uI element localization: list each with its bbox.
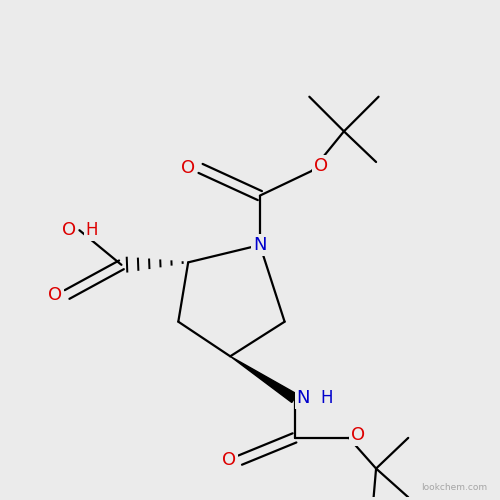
Text: O: O — [181, 160, 196, 178]
Text: O: O — [314, 157, 328, 175]
Text: H: H — [86, 221, 98, 239]
Text: O: O — [222, 451, 236, 469]
Text: O: O — [48, 286, 62, 304]
Polygon shape — [230, 356, 297, 403]
Text: H: H — [320, 390, 333, 407]
Text: O: O — [350, 426, 365, 444]
Text: O: O — [62, 221, 76, 239]
Text: lookchem.com: lookchem.com — [421, 484, 488, 492]
Text: N: N — [253, 236, 266, 254]
Text: N: N — [296, 390, 310, 407]
